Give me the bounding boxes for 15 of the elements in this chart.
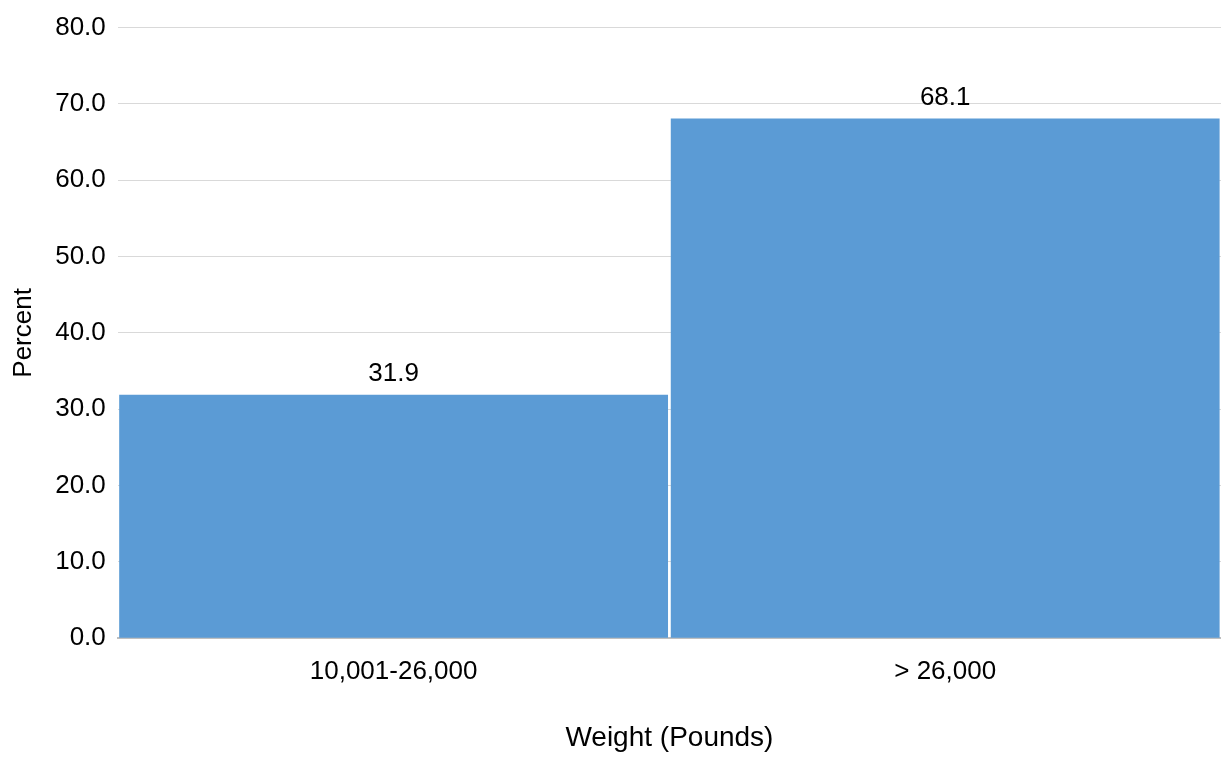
y-tick-label: 30.0	[55, 392, 106, 423]
y-tick-label: 10.0	[55, 545, 106, 576]
y-tick-label: 20.0	[55, 468, 106, 499]
x-tick-label: 10,001-26,000	[309, 654, 478, 685]
y-tick-label: 60.0	[55, 163, 106, 194]
x-axis-title: Weight (Pounds)	[565, 720, 774, 752]
y-tick-label: 0.0	[69, 621, 106, 652]
y-tick-label: 70.0	[55, 87, 106, 118]
y-tick-label: 50.0	[55, 239, 106, 270]
data-label: 31.9	[368, 356, 419, 387]
y-tick-label: 40.0	[55, 316, 106, 347]
data-label: 68.1	[919, 80, 971, 111]
y-tick-label: 80.0	[55, 10, 106, 41]
x-tick-label: > 26,000	[894, 654, 997, 685]
y-axis-title: Percent	[6, 287, 37, 378]
